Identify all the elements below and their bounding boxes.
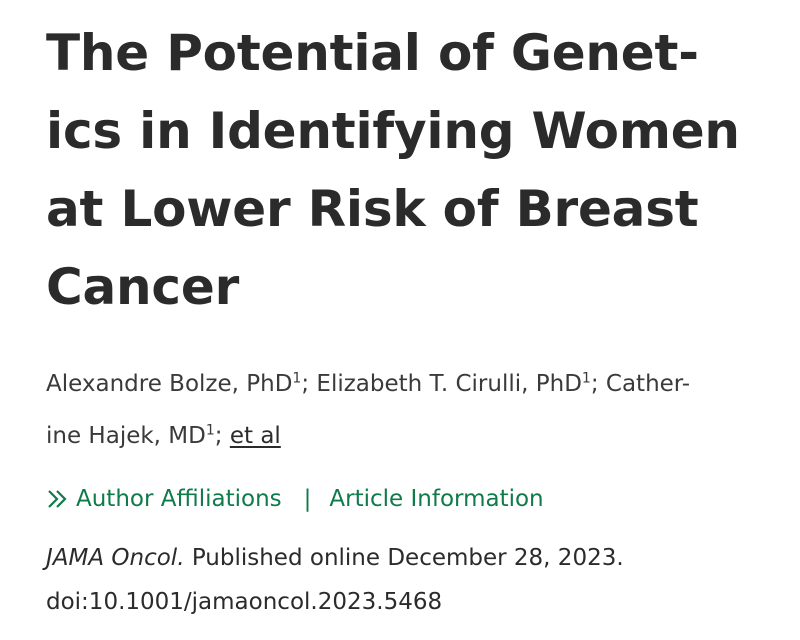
author-separator: ; — [214, 423, 230, 449]
author-separator: ; — [590, 371, 606, 397]
author-line: ine Hajek, MD1; et al — [46, 410, 776, 462]
title-line: The Potential of Genet- — [46, 24, 699, 82]
et-al-link[interactable]: et al — [229, 423, 281, 449]
author-list: Alexandre Bolze, PhD1; Elizabeth T. Ciru… — [46, 358, 776, 462]
citation-block: JAMA Oncol. Published online December 28… — [46, 536, 776, 624]
author-name[interactable]: Elizabeth T. Cirulli, PhD — [316, 371, 582, 397]
affiliation-marker: 1 — [205, 422, 215, 439]
title-line: ics in Identifying Women — [46, 102, 740, 160]
title-line: at Lower Risk of Breast — [46, 180, 699, 238]
doi[interactable]: doi:10.1001/jamaoncol.2023.5468 — [46, 589, 443, 615]
author-separator: ; — [301, 371, 317, 397]
author-affiliations-link[interactable]: Author Affiliations — [76, 486, 282, 512]
links-divider: | — [303, 486, 312, 512]
affiliation-marker: 1 — [581, 370, 591, 387]
article-title: The Potential of Genet- ics in Identifyi… — [46, 14, 776, 326]
publication-date: Published online December 28, 2023. — [184, 545, 624, 571]
journal-name: JAMA Oncol. — [46, 545, 185, 571]
citation-line: JAMA Oncol. Published online December 28… — [46, 536, 776, 580]
article-information-link[interactable]: Article Information — [329, 486, 544, 512]
author-line: Alexandre Bolze, PhD1; Elizabeth T. Ciru… — [46, 358, 776, 410]
author-name[interactable]: ine Hajek, MD — [46, 423, 206, 449]
affiliation-marker: 1 — [292, 370, 302, 387]
title-line: Cancer — [46, 258, 240, 316]
author-name[interactable]: Alexandre Bolze, PhD — [46, 371, 293, 397]
article-links-bar: Author Affiliations | Article Informatio… — [46, 484, 776, 514]
article-header: The Potential of Genet- ics in Identifyi… — [46, 14, 776, 624]
double-chevron-right-icon[interactable] — [46, 488, 70, 510]
author-name[interactable]: Cather- — [605, 371, 691, 397]
